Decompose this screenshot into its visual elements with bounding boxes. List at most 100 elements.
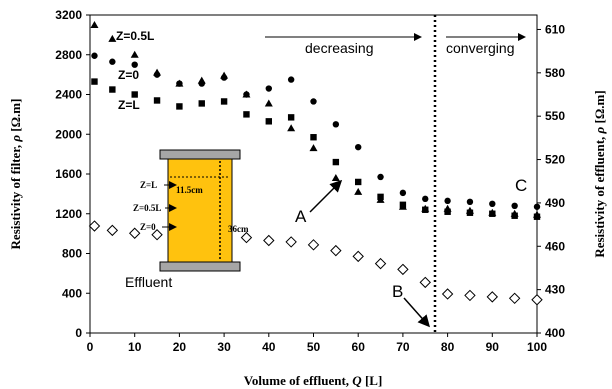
diamond-point — [397, 263, 409, 276]
triangle-point — [309, 144, 318, 152]
x-axis-title: Volume of effluent, Q [L] — [244, 373, 383, 388]
column-diagram: 11.5cm 36cm Z=L Z=0.5L Z=0 — [133, 149, 249, 272]
square-point — [355, 178, 362, 186]
diamond-point — [531, 294, 543, 306]
circle-point — [511, 202, 518, 209]
x-tick-label: 0 — [87, 340, 94, 354]
column-top-plate — [159, 149, 241, 160]
annotation-C: C — [515, 176, 527, 195]
square-point — [310, 134, 317, 141]
x-tick-label: 100 — [527, 340, 547, 354]
label-z-l: Z=L — [118, 98, 140, 112]
triangle-point — [90, 20, 99, 28]
series-circle — [91, 52, 541, 210]
circle-point — [332, 121, 340, 128]
triangle-point — [331, 173, 340, 181]
series-layer — [88, 20, 543, 306]
square-point — [399, 201, 407, 209]
square-point — [489, 210, 496, 217]
triangle-point — [354, 187, 363, 195]
square-point — [153, 97, 161, 104]
x-tick-label: 90 — [486, 340, 500, 354]
height-label: 36cm — [228, 224, 249, 234]
circle-point — [399, 189, 407, 197]
circle-point — [176, 80, 183, 87]
circle-point — [287, 76, 295, 83]
annotation-B-arrow — [403, 297, 430, 328]
y-left-tick-label: 2400 — [55, 88, 82, 102]
circle-point — [131, 61, 138, 68]
depth-label-z0: Z=0 — [140, 222, 156, 232]
decreasing-label: decreasing — [305, 40, 374, 56]
diamond-point — [486, 291, 499, 303]
triangle-point — [130, 50, 139, 58]
diamond-point — [128, 227, 141, 239]
y-left-tick-label: 0 — [75, 326, 82, 340]
x-tick-label: 70 — [396, 340, 410, 354]
diamond-point — [151, 229, 163, 241]
square-point — [466, 209, 474, 216]
square-point — [220, 98, 228, 105]
diamond-point — [330, 244, 342, 257]
depth-label-zl: Z=L — [140, 180, 157, 190]
circle-point — [466, 198, 474, 206]
x-tick-label: 60 — [352, 340, 366, 354]
y-left-axis-title: Resistivity of filter, ρ [Ω.m] — [8, 99, 23, 250]
label-z-zero: Z=0 — [118, 68, 139, 82]
diamond-point — [352, 250, 364, 263]
label-effluent: Effluent — [125, 274, 172, 290]
series-square — [91, 78, 541, 220]
square-point — [444, 208, 451, 215]
triangle-point — [108, 34, 117, 42]
y-right-tick-label: 460 — [545, 239, 565, 253]
circle-point — [109, 58, 116, 65]
column-bottom-plate — [159, 261, 241, 272]
y-left-tick-label: 400 — [62, 286, 82, 300]
square-point — [533, 213, 541, 220]
converging-label: converging — [446, 40, 515, 56]
circle-point — [489, 200, 496, 208]
diamond-point — [374, 257, 387, 270]
diamond-point — [419, 276, 431, 289]
y-left-tick-label: 1600 — [55, 167, 82, 181]
diamond-point — [464, 289, 476, 302]
circle-point — [355, 143, 362, 151]
y-right-axis-title: Resistivity of effluent, ρ [Ω.m] — [592, 90, 607, 257]
y-left-tick-label: 3200 — [55, 8, 82, 22]
square-point — [131, 91, 138, 98]
y-right-tick-label: 550 — [545, 109, 565, 123]
column-body — [167, 158, 233, 263]
y-left-tick-label: 2000 — [55, 127, 82, 141]
depth-label-z-half: Z=0.5L — [133, 203, 161, 213]
circle-point — [198, 80, 205, 87]
annotation-A-arrow — [309, 179, 343, 213]
triangle-point — [264, 99, 273, 107]
square-point — [198, 100, 205, 107]
diamond-point — [285, 236, 297, 248]
diamond-point — [263, 234, 275, 247]
circle-point — [265, 85, 272, 92]
diamond-point — [441, 288, 454, 300]
square-point — [176, 103, 183, 110]
y-right-tick-label: 430 — [545, 283, 565, 297]
diamond-point — [508, 292, 521, 305]
x-tick-label: 30 — [217, 340, 231, 354]
y-left-axis-ticks: 0 400 800 1200 1600 2000 2400 2800 3200 — [55, 8, 90, 340]
diamond-point — [240, 231, 253, 244]
circle-point — [310, 98, 317, 105]
width-label: 11.5cm — [176, 185, 203, 195]
triangle-point — [287, 124, 296, 132]
annotation-B: B — [392, 282, 403, 301]
y-right-tick-label: 520 — [545, 153, 565, 167]
circle-point — [91, 52, 98, 59]
circle-point — [153, 71, 161, 78]
circle-point — [422, 195, 429, 203]
y-right-tick-label: 610 — [545, 22, 565, 36]
square-point — [422, 206, 429, 213]
y-right-tick-label: 400 — [545, 326, 565, 340]
y-left-tick-label: 2800 — [55, 48, 82, 62]
circle-point — [533, 203, 541, 210]
x-tick-label: 20 — [173, 340, 187, 354]
square-point — [332, 158, 340, 166]
series-diamond-open — [88, 220, 543, 306]
